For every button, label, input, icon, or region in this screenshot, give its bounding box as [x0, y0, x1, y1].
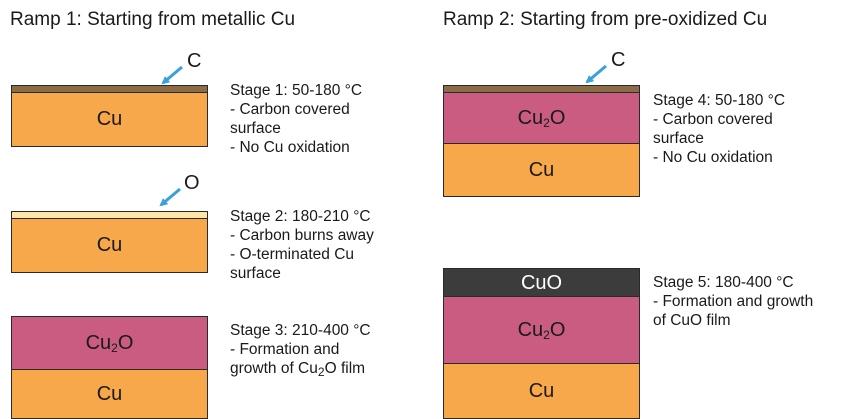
stage1-title: Stage 1: 50-180 °C	[230, 82, 363, 99]
stage2-cu-label: Cu	[96, 234, 123, 256]
stage1-line-2: surface	[230, 120, 281, 137]
stage3-cu2o-label: Cu2O	[85, 332, 134, 355]
stage5-cuo-layer: CuO	[443, 268, 640, 298]
arrow-stage2-oxygen	[159, 187, 181, 207]
arrow-stage1-carbon	[161, 65, 183, 85]
stage5-cu-layer: Cu	[443, 363, 640, 419]
stage2-line-1: - Carbon burns away	[230, 227, 374, 244]
stage4-title: Stage 4: 50-180 °C	[653, 92, 786, 109]
stage2-line-2: - O-terminated Cu	[230, 246, 355, 263]
stage3-cu-layer: Cu	[11, 369, 208, 419]
stage4-cu2o-label: Cu2O	[517, 107, 566, 130]
stage2-description: Stage 2: 180-210 °C - Carbon burns away …	[230, 207, 374, 283]
stage4-line-1: - Carbon covered	[653, 111, 773, 128]
stage5-cu2o-layer: Cu2O	[443, 296, 640, 365]
ramp2-heading: Ramp 2: Starting from pre-oxidized Cu	[443, 9, 768, 30]
stage5-cuo-label: CuO	[520, 271, 563, 294]
stage4-line-3: - No Cu oxidation	[653, 149, 773, 166]
stage5-line-2: of CuO film	[653, 312, 731, 329]
stage5-title: Stage 5: 180-400 °C	[653, 274, 794, 291]
ramp1-heading: Ramp 1: Starting from metallic Cu	[10, 9, 296, 30]
stage3-description: Stage 3: 210-400 °C - Formation and grow…	[230, 321, 371, 378]
stage3-title: Stage 3: 210-400 °C	[230, 322, 371, 339]
stage4-line-2: surface	[653, 130, 704, 147]
stage3-cu-label: Cu	[96, 382, 123, 405]
stage4-cu2o-layer: Cu2O	[443, 92, 640, 145]
stage4-cu-layer: Cu	[443, 143, 640, 197]
stage1-line-1: - Carbon covered	[230, 101, 350, 118]
stage2-cu-layer: Cu	[11, 218, 208, 273]
stage3-cu2o-layer: Cu2O	[11, 316, 208, 371]
stage3-line-2: growth of Cu2O film	[230, 360, 366, 379]
stage3-line-1: - Formation and	[230, 341, 340, 358]
stage4-carbon-label: C	[611, 49, 626, 71]
stage2-title: Stage 2: 180-210 °C	[230, 208, 371, 225]
stage2-line-3: surface	[230, 265, 281, 282]
stage1-cu-layer: Cu	[11, 92, 208, 147]
stage4-description: Stage 4: 50-180 °C - Carbon covered surf…	[653, 91, 785, 167]
stage1-cu-label: Cu	[96, 108, 123, 130]
arrow-stage4-carbon	[585, 64, 607, 84]
stage1-description: Stage 1: 50-180 °C - Carbon covered surf…	[230, 81, 362, 157]
stage4-cu-label: Cu	[528, 158, 555, 181]
stage5-cu2o-label: Cu2O	[517, 319, 566, 342]
stage5-line-1: - Formation and growth	[653, 293, 814, 310]
stage1-line-3: - No Cu oxidation	[230, 139, 350, 156]
stage1-carbon-label: C	[187, 50, 202, 72]
stage5-cu-label: Cu	[528, 379, 555, 402]
stage5-description: Stage 5: 180-400 °C - Formation and grow…	[653, 273, 813, 330]
stage2-oxygen-label: O	[184, 172, 200, 194]
